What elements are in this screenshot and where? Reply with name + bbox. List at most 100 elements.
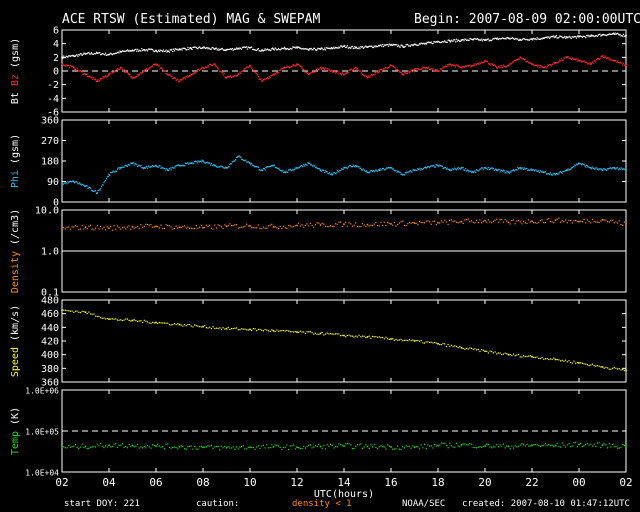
y-tick-label: 6	[53, 26, 59, 37]
scatter-dot	[193, 72, 195, 75]
scatter-dot	[441, 165, 443, 167]
scatter-dot	[283, 171, 286, 173]
scatter-dot	[293, 65, 296, 67]
scatter-dot	[415, 340, 417, 342]
scatter-dot	[518, 39, 521, 41]
scatter-dot	[497, 38, 500, 41]
scatter-dot	[220, 226, 223, 228]
scatter-dot	[266, 444, 268, 446]
scatter-dot	[517, 58, 520, 60]
scatter-dot	[436, 41, 438, 43]
series-bt	[61, 32, 627, 60]
data-point	[202, 446, 204, 449]
scatter-dot	[199, 68, 202, 70]
scatter-dot	[457, 445, 459, 447]
scatter-dot	[138, 447, 140, 449]
scatter-dot	[609, 167, 611, 169]
scatter-dot	[281, 448, 283, 451]
chart-title: ACE RTSW (Estimated) MAG & SWEPAM	[62, 12, 321, 27]
scatter-dot	[595, 445, 597, 448]
scatter-dot	[395, 225, 397, 227]
scatter-dot	[600, 366, 602, 368]
scatter-dot	[603, 168, 605, 170]
scatter-dot	[542, 170, 544, 173]
scatter-dot	[209, 164, 212, 166]
scatter-dot	[80, 53, 82, 55]
scatter-dot	[434, 166, 437, 168]
scatter-dot	[585, 363, 587, 365]
data-point	[155, 164, 157, 167]
scatter-dot	[118, 166, 120, 169]
scatter-dot	[336, 170, 338, 172]
scatter-dot	[230, 76, 233, 79]
x-tick-label: 12	[290, 476, 303, 489]
scatter-dot	[276, 444, 278, 446]
scatter-dot	[537, 170, 539, 173]
scatter-dot	[511, 219, 513, 222]
scatter-dot	[226, 76, 228, 78]
scatter-dot	[221, 47, 223, 50]
scatter-dot	[591, 218, 594, 220]
scatter-dot	[147, 167, 149, 169]
scatter-dot	[413, 44, 415, 46]
scatter-dot	[87, 187, 89, 189]
scatter-dot	[589, 34, 591, 37]
scatter-dot	[204, 226, 206, 229]
scatter-dot	[386, 44, 388, 46]
scatter-dot	[308, 225, 310, 227]
scatter-dot	[295, 64, 297, 67]
scatter-dot	[444, 65, 447, 67]
data-point	[108, 73, 110, 76]
scatter-dot	[145, 320, 147, 322]
scatter-dot	[350, 68, 352, 70]
scatter-dot	[89, 186, 91, 188]
scatter-dot	[465, 65, 468, 67]
scatter-dot	[450, 344, 453, 346]
scatter-dot	[429, 341, 431, 344]
scatter-dot	[78, 54, 80, 56]
scatter-dot	[610, 167, 612, 169]
scatter-dot	[218, 166, 220, 168]
scatter-dot	[353, 447, 355, 450]
scatter-dot	[120, 51, 123, 53]
scatter-dot	[75, 54, 77, 56]
data-point	[96, 80, 99, 83]
scatter-dot	[269, 165, 271, 168]
scatter-dot	[246, 161, 249, 163]
scatter-dot	[408, 45, 411, 47]
scatter-dot	[122, 50, 124, 52]
scatter-dot	[370, 224, 372, 226]
scatter-dot	[583, 218, 585, 221]
data-point	[472, 64, 475, 67]
y-axis-label: Phi (gsm)	[10, 134, 21, 188]
scatter-dot	[190, 227, 192, 229]
data-point	[272, 48, 275, 50]
scatter-dot	[350, 46, 353, 48]
scatter-dot	[321, 169, 323, 171]
scatter-dot	[140, 50, 142, 52]
scatter-dot	[81, 310, 83, 312]
scatter-dot	[351, 45, 353, 47]
scatter-dot	[266, 329, 268, 331]
scatter-dot	[256, 166, 259, 168]
scatter-dot	[254, 227, 256, 229]
data-point	[166, 73, 169, 76]
scatter-dot	[588, 444, 590, 446]
scatter-dot	[529, 221, 531, 223]
data-point	[601, 218, 604, 221]
scatter-dot	[153, 165, 155, 167]
scatter-dot	[128, 225, 130, 227]
scatter-dot	[322, 169, 324, 171]
scatter-dot	[380, 68, 382, 70]
scatter-dot	[299, 65, 301, 67]
scatter-dot	[473, 38, 475, 40]
scatter-dot	[559, 221, 562, 223]
scatter-dot	[105, 76, 108, 78]
data-point	[460, 444, 463, 446]
scatter-dot	[170, 324, 172, 326]
scatter-dot	[598, 442, 600, 444]
scatter-dot	[413, 70, 415, 72]
y-tick-label: 270	[41, 136, 59, 147]
scatter-dot	[454, 345, 456, 347]
scatter-dot	[615, 60, 617, 62]
